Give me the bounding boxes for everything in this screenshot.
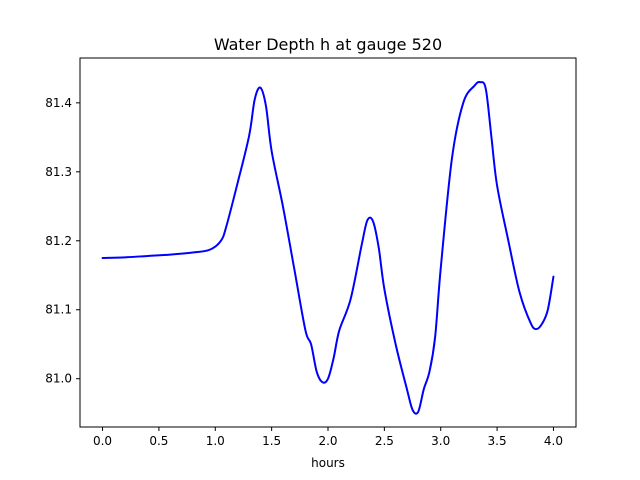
x-tick-label: 0.0 xyxy=(93,434,112,448)
x-tick-label: 3.5 xyxy=(488,434,507,448)
series-layer xyxy=(101,80,555,415)
x-axis-ticks: 0.0 0.5 1.0 1.5 2.0 2.5 3.0 3.5 4.0 xyxy=(93,427,563,448)
series-line-0 xyxy=(101,80,555,415)
y-tick-label: 81.0 xyxy=(45,372,72,386)
x-tick-label: 4.0 xyxy=(544,434,563,448)
x-tick-label: 1.0 xyxy=(206,434,225,448)
x-axis-label: hours xyxy=(311,456,345,470)
x-tick-label: 1.5 xyxy=(262,434,281,448)
plot-area-frame xyxy=(79,57,577,428)
x-tick-label: 0.5 xyxy=(149,434,168,448)
y-tick-label: 81.2 xyxy=(45,234,72,248)
x-tick-label: 2.5 xyxy=(375,434,394,448)
chart-title: Water Depth h at gauge 520 xyxy=(214,35,442,54)
x-tick-label: 2.0 xyxy=(318,434,337,448)
x-tick-label: 3.0 xyxy=(431,434,450,448)
y-axis-ticks: 81.0 81.1 81.2 81.3 81.4 xyxy=(45,96,80,386)
y-tick-label: 81.4 xyxy=(45,96,72,110)
y-tick-label: 81.1 xyxy=(45,303,72,317)
y-tick-label: 81.3 xyxy=(45,165,72,179)
